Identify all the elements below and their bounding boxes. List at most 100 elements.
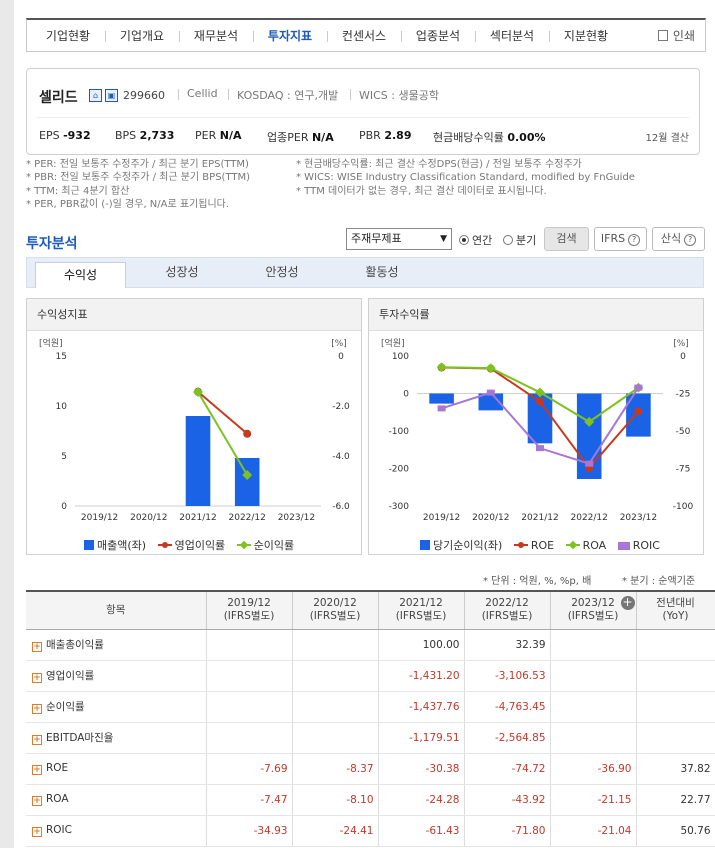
radio-annual-label: 연간 [472, 234, 493, 247]
row-label-cell[interactable]: + 순이익률 [26, 691, 207, 723]
header-line: 2019/12 [227, 597, 271, 610]
table-row: + 영업이익률 -1,431.20 -3,106.53 [26, 660, 715, 692]
legend-item[interactable]: 영업이익률 [157, 537, 225, 553]
formula-help-button[interactable]: 산식? [652, 227, 705, 251]
notes-right: * 현금배당수익률: 최근 결산 수정DPS(현금) / 전일 보통주 수정주가… [296, 158, 635, 198]
expand-plus-icon[interactable]: + [32, 796, 42, 806]
left-axis-unit: [억원] [381, 337, 405, 349]
left-axis-unit: [억원] [39, 337, 63, 349]
table-cell [550, 629, 637, 661]
radio-quarter-indicator [503, 235, 513, 245]
radio-annual[interactable]: 연간 [459, 232, 492, 248]
left-axis-tick: 100 [392, 352, 409, 362]
row-label: 영업이익률 [46, 670, 95, 682]
nav-divider [105, 31, 106, 42]
header-subline: (IFRS별도) [309, 610, 361, 623]
note-line: * TTM: 최근 4분기 합산 [26, 185, 130, 197]
nav-item-industry-analysis[interactable]: 업종분석 [415, 29, 461, 43]
statement-select[interactable]: 주재무제표 ▼ [346, 228, 452, 250]
profitability-chart-box: 수익성지표 [억원] [%] 15 10 5 0 0 -2.0 -4.0 -6.0 2019/12 2… [26, 298, 362, 555]
header-subline: (IFRS별도) [395, 610, 447, 623]
legend-swatch [420, 540, 430, 550]
note-line: * PER, PBR값이 (-)일 경우, N/A로 표기됩니다. [26, 198, 230, 210]
nav-item-sector-analysis[interactable]: 섹터분석 [489, 29, 535, 43]
radio-annual-indicator [459, 235, 469, 245]
expand-plus-icon[interactable]: + [620, 595, 635, 610]
header-line: 2021/12 [399, 597, 443, 610]
tab-growth[interactable]: 성장성 [165, 265, 199, 279]
expand-plus-icon[interactable]: + [32, 704, 42, 714]
row-label-cell[interactable]: + 영업이익률 [26, 660, 207, 692]
expand-plus-icon[interactable]: + [32, 735, 42, 745]
right-axis-tick: -6.0 [332, 502, 350, 512]
legend-item[interactable]: ROE [513, 539, 555, 552]
row-label-cell[interactable]: + ROIC [26, 815, 207, 847]
header-line: 항목 [106, 603, 126, 616]
print-button[interactable]: 인쇄 [657, 20, 695, 52]
column-header-period: 2019/12 (IFRS별도) [206, 590, 293, 630]
table-cell: -4,763.45 [464, 691, 551, 723]
search-button[interactable]: 검색 [544, 227, 589, 251]
header-subline: (IFRS별도) [223, 610, 275, 623]
nav-item-company-overview[interactable]: 기업개요 [119, 29, 165, 43]
row-label: EBITDA마진율 [46, 732, 114, 744]
row-label-cell[interactable]: + 매출총이익률 [26, 629, 207, 661]
table-cell [550, 660, 637, 692]
company-name: 셀리드 [39, 90, 78, 106]
x-axis-tick: 2021/12 [521, 513, 558, 523]
row-label-cell[interactable]: + ROA [26, 784, 207, 816]
legend-item[interactable]: ROIC [617, 539, 660, 552]
tab-profitability[interactable]: 수익성 [35, 262, 126, 288]
table-cell [636, 722, 715, 754]
tab-stability[interactable]: 안정성 [265, 265, 299, 279]
table-row: + 순이익률 -1,437.76 -4,763.45 [26, 691, 715, 723]
x-axis-tick: 2022/12 [229, 513, 266, 523]
legend-item[interactable]: 매출액(좌) [84, 537, 146, 553]
legend-label: ROE [530, 539, 555, 552]
header-line: 2020/12 [313, 597, 357, 610]
metric-pbr: PBR 2.89 [359, 129, 412, 142]
nav-item-shareholding[interactable]: 지분현황 [563, 29, 609, 43]
expand-plus-icon[interactable]: + [32, 673, 42, 683]
formula-label: 산식 [660, 232, 682, 245]
expand-plus-icon[interactable]: + [32, 642, 42, 652]
header-line: 2022/12 [485, 597, 529, 610]
ifrs-help-button[interactable]: IFRS? [594, 227, 647, 251]
metric-eps: EPS -932 [39, 129, 91, 142]
nav-item-investment-indicators[interactable]: 투자지표 [267, 29, 313, 43]
home-icon[interactable]: ⌂ [89, 89, 102, 102]
expand-plus-icon[interactable]: + [32, 765, 42, 775]
section-title: 투자분석 [26, 236, 78, 252]
legend-item[interactable]: 순이익률 [236, 537, 294, 553]
table-row: + ROE -7.69 -8.37 -30.38 -74.72 -36.90 37.82 [26, 753, 715, 785]
nav-item-company-status[interactable]: 기업현황 [45, 29, 91, 43]
legend-swatch [236, 540, 251, 550]
expand-plus-icon[interactable]: + [32, 827, 42, 837]
row-label-cell[interactable]: + ROE [26, 753, 207, 785]
question-icon: ? [628, 234, 641, 246]
nav-item-consensus[interactable]: 컨센서스 [341, 29, 387, 43]
nav-item-financial-analysis[interactable]: 재무분석 [193, 29, 239, 43]
header-subline: (YoY) [662, 610, 689, 623]
top-nav: 기업현황 기업개요 재무분석 투자지표 컨센서스 업종분석 섹터분석 지분현황 … [26, 18, 706, 52]
series-point [243, 429, 252, 438]
table-cell: -21.04 [550, 815, 637, 847]
nav-divider [475, 31, 476, 42]
table-cell [550, 722, 637, 754]
series-point [536, 397, 544, 406]
table-cell: -8.37 [292, 753, 379, 785]
legend-item[interactable]: ROA [565, 539, 606, 552]
table-cell: -1,431.20 [378, 660, 465, 692]
series-point [536, 445, 544, 452]
radio-quarter[interactable]: 분기 [503, 232, 536, 248]
left-axis-tick: 5 [61, 452, 67, 462]
table-cell: -1,179.51 [378, 722, 465, 754]
column-header-period: 2023/12 (IFRS별도) + [550, 590, 637, 630]
tab-activity[interactable]: 활동성 [365, 265, 399, 279]
bar [478, 393, 504, 411]
left-axis-tick: 15 [56, 352, 67, 362]
legend-item[interactable]: 당기순이익(좌) [420, 537, 502, 553]
building-icon[interactable]: ▣ [105, 89, 118, 102]
row-label-cell[interactable]: + EBITDA마진율 [26, 722, 207, 754]
